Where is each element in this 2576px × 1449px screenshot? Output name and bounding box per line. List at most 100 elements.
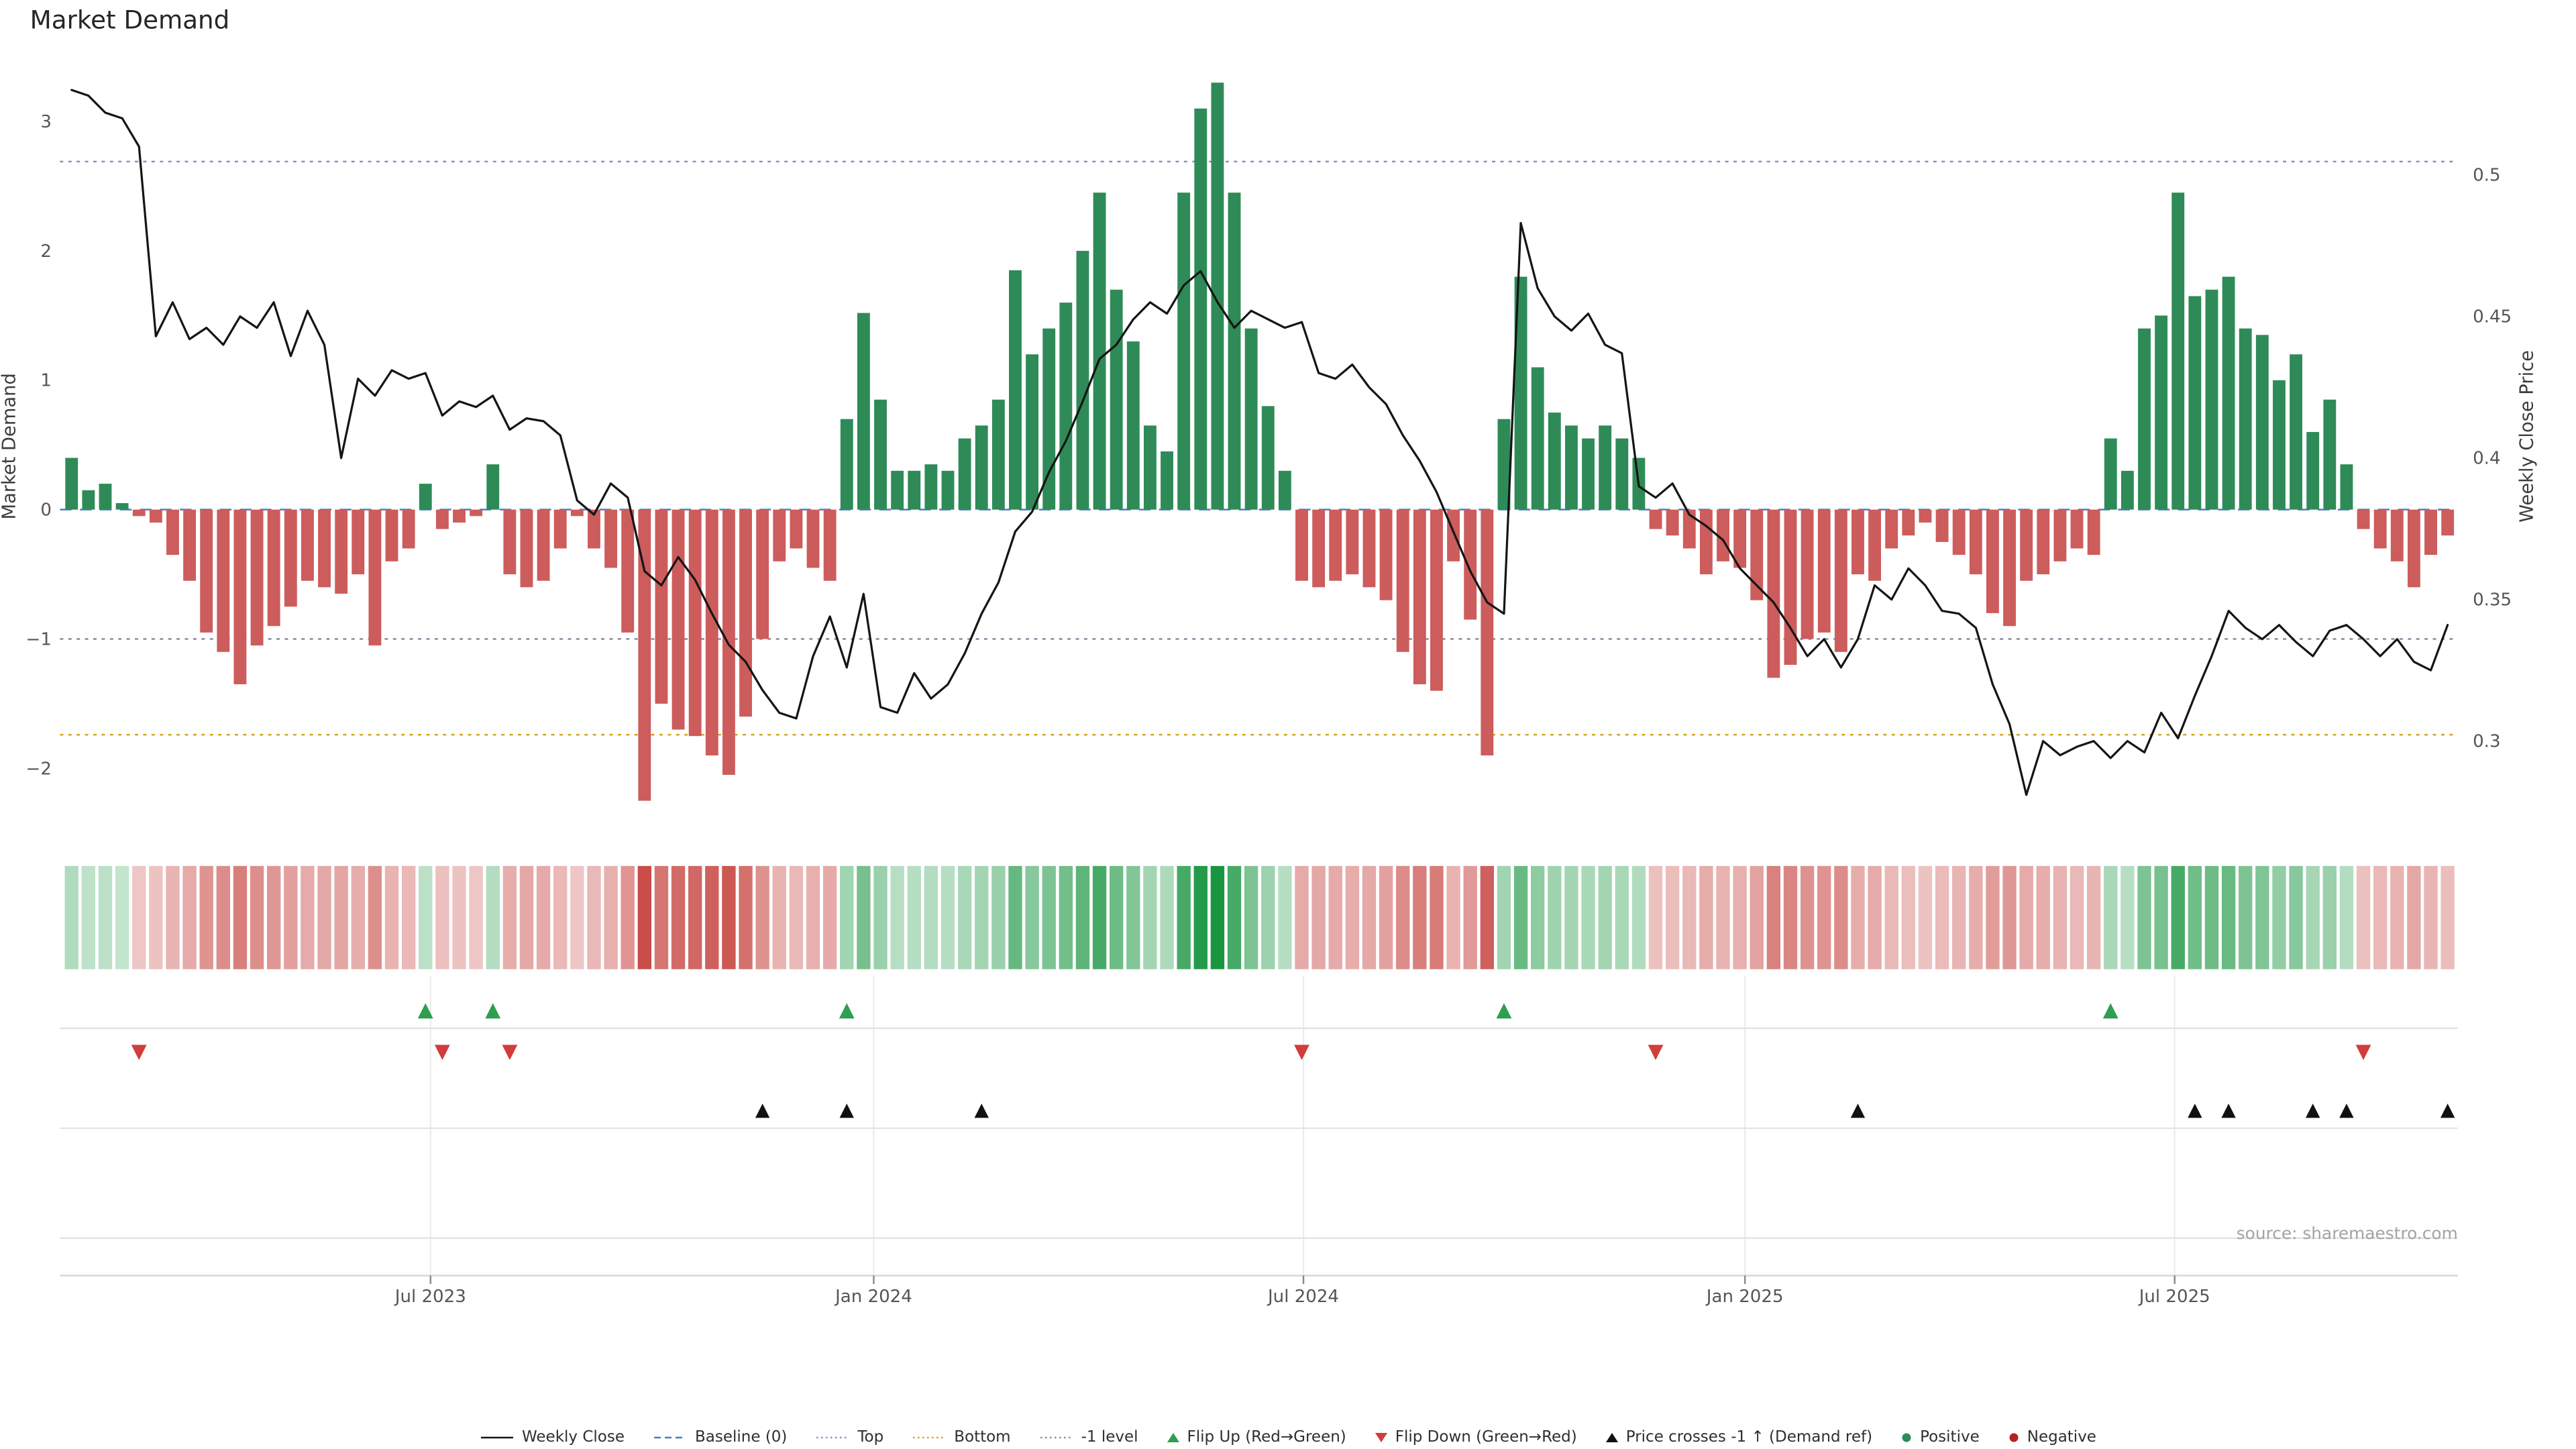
demand-bar bbox=[756, 509, 769, 639]
heatmap-cell bbox=[772, 865, 786, 969]
page-title: Market Demand bbox=[30, 5, 230, 34]
heatmap-cell bbox=[1699, 865, 1713, 969]
flip-up-marker bbox=[1496, 1003, 1512, 1019]
heatmap-cell bbox=[2053, 865, 2068, 969]
dot-icon bbox=[1902, 1433, 1911, 1442]
dotted-line-icon bbox=[913, 1436, 946, 1438]
demand-bar bbox=[435, 509, 449, 529]
price-cross-swatch bbox=[1605, 1432, 1619, 1444]
triangle-up-icon bbox=[1167, 1432, 1179, 1442]
demand-bar bbox=[672, 509, 685, 730]
demand-bar bbox=[284, 509, 297, 607]
heatmap-cell bbox=[1935, 865, 1949, 969]
heatmap-cell bbox=[1345, 865, 1360, 969]
right-axis-tick: 0.45 bbox=[2473, 307, 2512, 327]
heatmap-cell bbox=[1800, 865, 1815, 969]
heatmap-cell bbox=[604, 865, 618, 969]
legend-item-price-cross: Price crosses -1 ↑ (Demand ref) bbox=[1605, 1430, 1872, 1445]
demand-bar bbox=[1514, 276, 1527, 510]
right-axis-tick: 0.5 bbox=[2473, 166, 2500, 186]
heatmap-cell bbox=[1750, 865, 1764, 969]
axis-ticks: 3 2 1 0 −1 −2 0.5 0.45 0.4 0.35 0.3 Jul 2023 Jan 202… bbox=[26, 112, 2512, 1307]
demand-bar bbox=[486, 464, 500, 510]
heatmap-cell bbox=[671, 865, 686, 969]
heatmap-cell bbox=[2171, 865, 2185, 969]
legend-label: Flip Up (Red→Green) bbox=[1187, 1428, 1346, 1446]
heatmap-cell bbox=[755, 865, 769, 969]
price-cross-marker bbox=[755, 1104, 770, 1118]
heatmap-cell bbox=[334, 865, 348, 969]
heatmap-cell bbox=[2424, 865, 2438, 969]
heatmap-cell bbox=[587, 865, 601, 969]
demand-bar bbox=[1599, 425, 1612, 510]
legend: Weekly Close Baseline (0) Top Bottom -1 leve… bbox=[0, 1430, 2576, 1445]
demand-bar bbox=[924, 464, 938, 510]
demand-bar bbox=[2053, 509, 2067, 561]
demand-bar bbox=[1228, 193, 1241, 510]
heatmap-cell bbox=[166, 865, 180, 969]
heatmap-cell bbox=[502, 865, 517, 969]
demand-bar bbox=[1868, 509, 1882, 581]
demand-bar bbox=[453, 509, 466, 523]
demand-bar bbox=[1801, 509, 1814, 639]
left-axis-tick: 3 bbox=[40, 112, 52, 132]
heatmap-cell bbox=[1311, 865, 1326, 969]
demand-bar bbox=[1329, 509, 1342, 581]
demand-bar bbox=[1244, 328, 1258, 510]
heatmap-cell bbox=[1160, 865, 1174, 969]
heatmap-cell bbox=[1025, 865, 1039, 969]
flip-up-marker bbox=[2102, 1003, 2118, 1019]
demand-bar bbox=[537, 509, 550, 581]
right-axis-tick: 0.3 bbox=[2473, 732, 2500, 752]
heatmap-cell bbox=[216, 865, 230, 969]
heatmap-cell bbox=[1328, 865, 1342, 969]
demand-bar bbox=[1379, 509, 1393, 600]
heatmap-cell bbox=[2070, 865, 2084, 969]
heatmap-cell bbox=[351, 865, 365, 969]
demand-bar bbox=[857, 313, 870, 510]
heatmap-cell bbox=[2407, 865, 2421, 969]
price-cross-marker bbox=[2306, 1104, 2320, 1118]
demand-bar bbox=[1885, 509, 1898, 549]
demand-bar bbox=[2121, 470, 2134, 510]
demand-bar bbox=[958, 438, 971, 510]
demand-bar bbox=[2205, 289, 2218, 510]
flip-up-marker bbox=[417, 1003, 433, 1019]
heatmap-cell bbox=[722, 865, 736, 969]
demand-bar bbox=[705, 509, 718, 756]
demand-bar bbox=[149, 509, 162, 523]
heatmap-cell bbox=[654, 865, 669, 969]
heatmap-cell bbox=[1918, 865, 1933, 969]
demand-bar bbox=[368, 509, 382, 646]
demand-bar bbox=[1110, 289, 1123, 510]
demand-bar bbox=[840, 419, 853, 510]
flip-down-swatch bbox=[1375, 1432, 1388, 1444]
heatmap-cell bbox=[637, 865, 651, 969]
heatmap-cell bbox=[1648, 865, 1663, 969]
legend-label: Bottom bbox=[954, 1428, 1011, 1446]
demand-bar bbox=[2155, 315, 2168, 510]
left-axis-tick: −1 bbox=[26, 629, 52, 649]
heatmap-cell bbox=[435, 865, 449, 969]
legend-item-top: Top bbox=[815, 1430, 883, 1445]
price-cross-marker bbox=[2188, 1104, 2202, 1118]
demand-bar bbox=[2441, 509, 2455, 536]
demand-bar bbox=[2273, 380, 2286, 510]
demand-bar bbox=[1009, 270, 1022, 510]
solid-line-icon bbox=[481, 1436, 514, 1438]
heatmap-cell bbox=[1379, 865, 1393, 969]
demand-bar bbox=[1615, 438, 1629, 510]
heatmap-cell bbox=[553, 865, 568, 969]
demand-bar bbox=[183, 509, 197, 581]
demand-bar bbox=[1396, 509, 1409, 652]
demand-bar bbox=[2323, 399, 2337, 510]
demand-bar bbox=[2239, 328, 2252, 510]
x-axis-tick: Jul 2024 bbox=[1267, 1287, 1339, 1307]
demand-bar bbox=[2087, 509, 2100, 555]
demand-bar bbox=[1834, 509, 1847, 652]
heatmap-cell bbox=[1783, 865, 1798, 969]
bottom-swatch bbox=[912, 1432, 947, 1443]
demand-bar bbox=[99, 484, 112, 510]
heatmap-cell bbox=[469, 865, 483, 969]
heatmap-cell bbox=[1884, 865, 1898, 969]
